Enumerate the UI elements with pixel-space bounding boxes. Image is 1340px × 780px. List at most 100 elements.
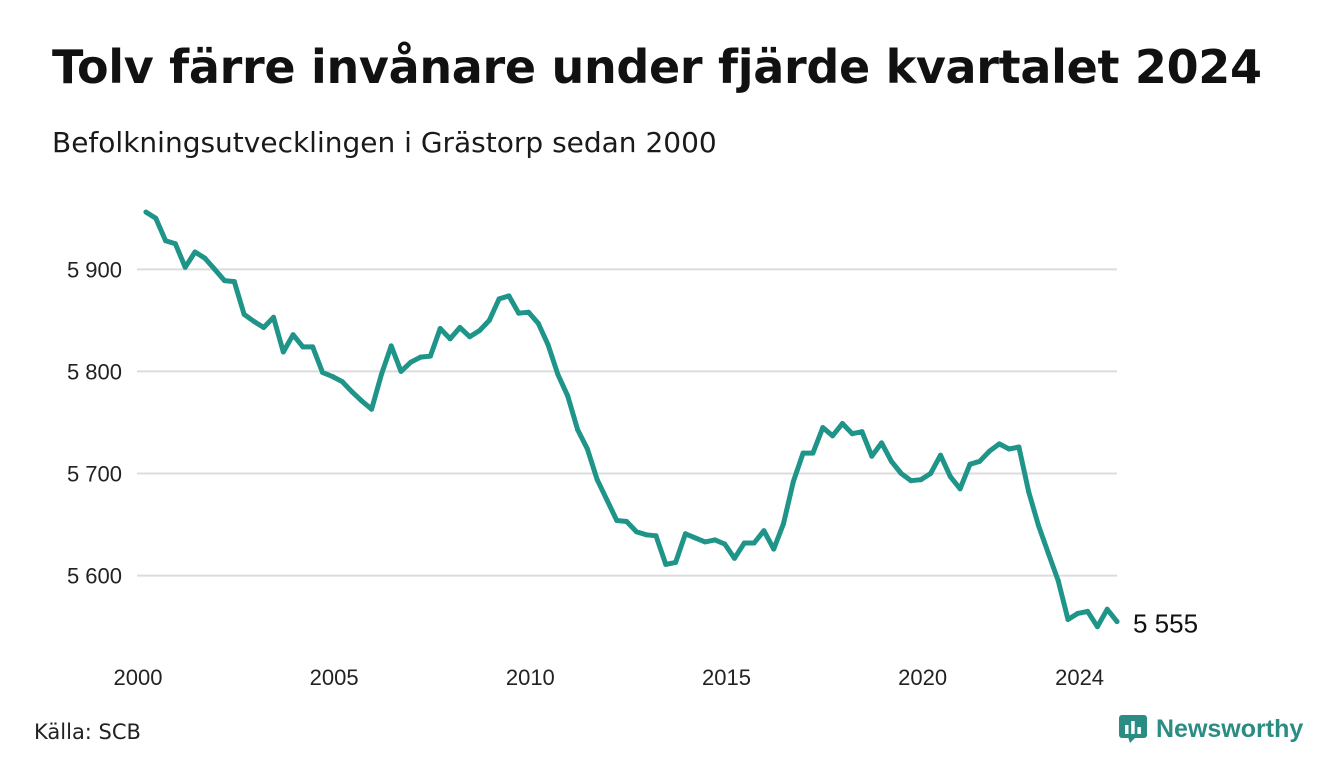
data-point xyxy=(928,471,934,476)
data-point xyxy=(398,368,404,374)
data-point xyxy=(987,448,992,454)
end-value-label: 5 555 xyxy=(1133,609,1198,639)
data-point xyxy=(310,344,316,350)
data-point xyxy=(1016,444,1022,450)
data-point xyxy=(1085,608,1091,614)
gridlines xyxy=(137,268,1117,577)
data-point xyxy=(506,293,512,299)
data-point xyxy=(378,372,384,377)
data-point xyxy=(408,359,414,365)
data-point xyxy=(771,546,777,552)
data-point xyxy=(1094,624,1100,630)
data-point xyxy=(486,317,492,323)
y-tick-label: 5 900 xyxy=(67,257,122,282)
data-point xyxy=(790,479,796,485)
brand-name: Newsworthy xyxy=(1156,714,1304,743)
chart-title: Tolv färre invånare under fjärde kvartal… xyxy=(52,40,1262,94)
data-point xyxy=(908,478,914,484)
population-line xyxy=(143,209,1120,630)
data-point xyxy=(653,533,659,539)
data-point xyxy=(477,328,482,334)
x-tick-label: 2015 xyxy=(702,665,751,690)
data-point xyxy=(800,450,806,456)
x-tick-label: 2005 xyxy=(310,665,359,690)
data-point xyxy=(359,398,365,404)
x-tick-label: 2010 xyxy=(506,665,555,690)
data-point xyxy=(388,343,394,349)
source-note: Källa: SCB xyxy=(34,720,141,744)
y-axis: 5 600 5 700 5 800 5 900 xyxy=(67,257,122,588)
data-point xyxy=(290,332,296,338)
data-point xyxy=(947,474,953,480)
data-point xyxy=(810,450,816,456)
data-point xyxy=(781,521,786,527)
data-point xyxy=(496,296,502,302)
data-point xyxy=(261,325,267,330)
data-point xyxy=(977,458,983,464)
data-point xyxy=(624,519,630,524)
data-point xyxy=(555,372,561,377)
data-point xyxy=(231,279,237,285)
data-point xyxy=(663,561,669,567)
data-point xyxy=(427,353,433,359)
data-point xyxy=(938,452,943,458)
data-point xyxy=(1045,550,1051,556)
data-point xyxy=(604,497,610,503)
x-axis: 2000 2005 2010 2015 2020 2024 xyxy=(114,665,1105,690)
data-point xyxy=(761,528,767,534)
x-tick-label: 2020 xyxy=(898,665,947,690)
data-point xyxy=(516,310,522,316)
data-point xyxy=(1006,446,1012,452)
data-point xyxy=(888,458,894,464)
data-point xyxy=(1036,523,1041,529)
data-point xyxy=(143,209,149,215)
data-point xyxy=(967,461,973,467)
data-point xyxy=(172,241,178,247)
data-point xyxy=(869,453,875,459)
data-point xyxy=(163,238,169,244)
data-point xyxy=(957,486,963,492)
data-point xyxy=(898,471,904,476)
data-point xyxy=(820,425,826,431)
data-point xyxy=(280,349,286,355)
data-point xyxy=(418,354,424,360)
data-point xyxy=(192,249,198,255)
data-point xyxy=(682,531,688,537)
y-tick-label: 5 700 xyxy=(67,462,122,487)
data-point xyxy=(329,374,335,379)
data-point xyxy=(565,393,571,399)
data-point xyxy=(349,389,355,395)
data-point xyxy=(859,429,865,435)
data-point xyxy=(692,535,698,541)
data-point xyxy=(251,318,257,324)
data-point xyxy=(241,311,247,317)
data-point xyxy=(271,314,276,320)
data-point xyxy=(447,336,453,342)
data-point xyxy=(839,421,845,426)
data-point xyxy=(457,325,463,330)
data-point xyxy=(182,264,188,270)
data-point xyxy=(633,529,639,535)
chart-subtitle: Befolkningsutvecklingen i Grästorp sedan… xyxy=(52,126,717,159)
x-tick-label: 2000 xyxy=(114,665,163,690)
data-point xyxy=(594,477,600,483)
data-point xyxy=(467,334,473,340)
newsworthy-brand[interactable]: Newsworthy xyxy=(1118,714,1303,744)
data-point xyxy=(879,440,885,446)
data-point xyxy=(712,537,718,543)
data-point xyxy=(545,342,551,348)
data-point xyxy=(643,532,649,538)
data-point xyxy=(437,326,443,331)
newsworthy-logo-icon xyxy=(1119,715,1147,743)
data-point xyxy=(369,406,375,412)
series-layer xyxy=(143,209,1120,630)
data-point xyxy=(300,344,306,350)
data-point xyxy=(830,433,836,439)
data-point xyxy=(673,559,679,565)
data-point xyxy=(222,278,227,284)
data-point xyxy=(212,266,218,272)
data-point xyxy=(996,441,1002,447)
data-point xyxy=(702,539,708,545)
data-point xyxy=(614,518,620,523)
line-chart: 5 600 5 700 5 800 5 900 2000 2005 2010 2015 202… xyxy=(67,209,1198,690)
